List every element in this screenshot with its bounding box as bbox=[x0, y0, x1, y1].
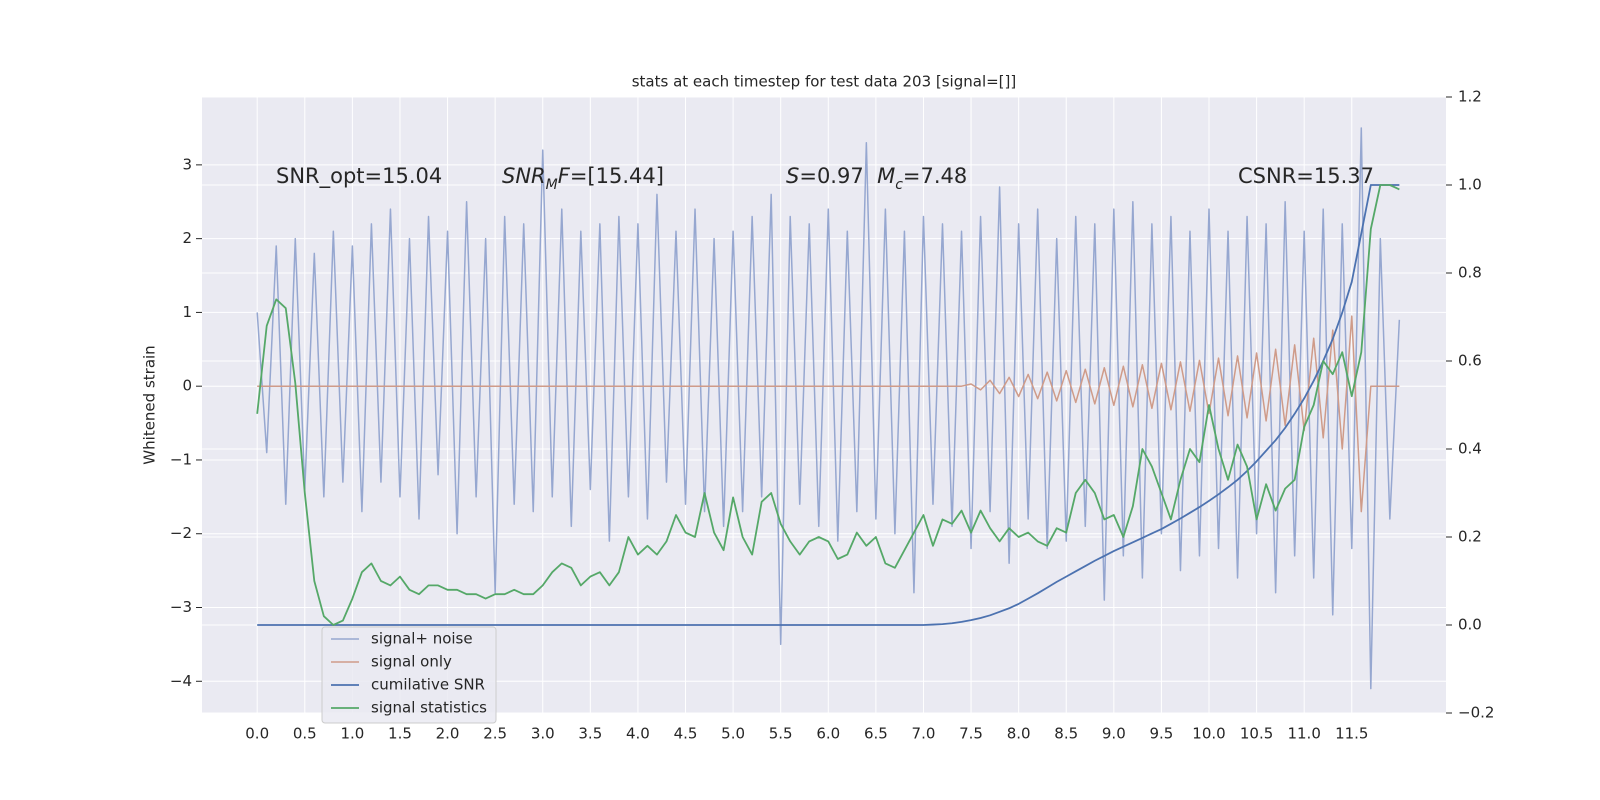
x-tick-label: 0.0 bbox=[245, 725, 269, 743]
annotation: CSNR=15.37 bbox=[1238, 164, 1374, 188]
series-line bbox=[257, 184, 1400, 626]
x-tick-label: 8.5 bbox=[1054, 725, 1078, 743]
y-tick-label: 1 bbox=[182, 303, 192, 321]
annotations: SNR_opt=15.04 SNRMF=[15.44] S=0.97 Mc=7.48… bbox=[276, 164, 1374, 193]
y-axis-label: Whitened strain bbox=[141, 345, 159, 464]
y-tick-label: −3 bbox=[170, 598, 192, 616]
legend-label: signal statistics bbox=[371, 699, 487, 717]
annotation-part: c bbox=[895, 177, 903, 193]
x-tick-label: 10.5 bbox=[1240, 725, 1273, 743]
plot-area bbox=[202, 97, 1446, 713]
y-tick-label: 2 bbox=[182, 229, 192, 247]
annotation: SNRMF=[15.44] bbox=[502, 164, 664, 193]
x-tick-label: 2.0 bbox=[436, 725, 460, 743]
annotation-part: =0.97 bbox=[799, 164, 877, 188]
x-tick-label: 1.5 bbox=[388, 725, 412, 743]
chart-title: stats at each timestep for test data 203… bbox=[632, 73, 1017, 91]
y-tick-label: 0 bbox=[182, 377, 192, 395]
y-tick-label: −2 bbox=[170, 524, 192, 542]
annotation-part: S bbox=[786, 164, 799, 188]
series-line bbox=[256, 127, 1401, 690]
y2-tick-label: −0.2 bbox=[1458, 704, 1494, 722]
x-tick-label: 8.0 bbox=[1007, 725, 1031, 743]
x-tick-label: 7.5 bbox=[959, 725, 983, 743]
annotation-part: CSNR=15.37 bbox=[1238, 164, 1374, 188]
series-line bbox=[257, 315, 1400, 513]
annotation-part: M bbox=[546, 177, 558, 193]
x-tick-label: 2.5 bbox=[483, 725, 507, 743]
x-tick-label: 5.5 bbox=[769, 725, 793, 743]
annotation: S=0.97 Mc=7.48 bbox=[786, 164, 967, 193]
y2-tick-label: 1.0 bbox=[1458, 176, 1482, 194]
x-tick-label: 3.5 bbox=[578, 725, 602, 743]
y2-tick-label: 0.4 bbox=[1458, 440, 1482, 458]
x-tick-label: 11.5 bbox=[1335, 725, 1368, 743]
annotation-part: =[15.44] bbox=[570, 164, 664, 188]
y2-tick-label: 0.8 bbox=[1458, 264, 1482, 282]
x-tick-label: 3.0 bbox=[531, 725, 555, 743]
annotation-part: SNR bbox=[502, 164, 546, 188]
annotation: SNR_opt=15.04 bbox=[276, 164, 442, 189]
x-tick-label: 0.5 bbox=[293, 725, 317, 743]
y-tick-label: −4 bbox=[170, 672, 192, 690]
x-tick-label: 5.0 bbox=[721, 725, 745, 743]
annotation-part: SNR_opt=15.04 bbox=[276, 164, 442, 189]
grid bbox=[202, 96, 1446, 714]
x-tick-label: 4.0 bbox=[626, 725, 650, 743]
x-tick-label: 9.5 bbox=[1149, 725, 1173, 743]
y-tick-label: −1 bbox=[170, 450, 192, 468]
legend-label: signal only bbox=[371, 653, 452, 671]
annotation-part: M bbox=[877, 164, 895, 188]
x-tick-label: 7.0 bbox=[912, 725, 936, 743]
x-tick-label: 10.0 bbox=[1192, 725, 1225, 743]
x-tick-label: 6.5 bbox=[864, 725, 888, 743]
annotation-part: F bbox=[558, 164, 571, 188]
legend-box bbox=[321, 626, 497, 724]
x-tick-label: 9.0 bbox=[1102, 725, 1126, 743]
legend-label: signal+ noise bbox=[371, 630, 473, 648]
x-tick-label: 1.0 bbox=[340, 725, 364, 743]
legend-label: cumilative SNR bbox=[371, 676, 485, 694]
annotation-part: =7.48 bbox=[903, 164, 967, 188]
y2-tick-label: 0.2 bbox=[1458, 528, 1482, 546]
axes: 0.0 0.5 1.0 1.5 2.0 2.5 3.0 3.5 4.0 4.5 5.0 5.5 6.0 6… bbox=[170, 88, 1495, 743]
y-tick-label: 3 bbox=[182, 155, 192, 173]
y2-tick-label: 1.2 bbox=[1458, 88, 1482, 106]
series-layer bbox=[256, 127, 1401, 690]
x-tick-label: 6.0 bbox=[816, 725, 840, 743]
y2-tick-label: 0.0 bbox=[1458, 616, 1482, 634]
y2-tick-label: 0.6 bbox=[1458, 352, 1482, 370]
x-tick-label: 4.5 bbox=[674, 725, 698, 743]
legend: signal+ noise signal only cumilative SNR si… bbox=[321, 626, 497, 724]
x-tick-label: 11.0 bbox=[1287, 725, 1320, 743]
series-line bbox=[256, 184, 1400, 626]
